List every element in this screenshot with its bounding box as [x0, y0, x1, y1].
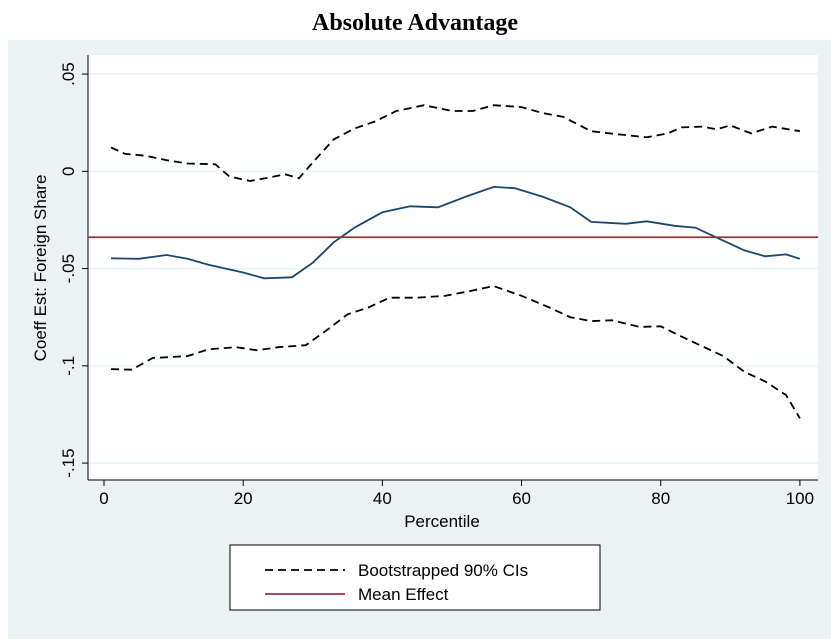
- x-tick-label: 100: [786, 489, 814, 508]
- x-tick-label: 0: [99, 489, 108, 508]
- legend-box: [229, 544, 601, 611]
- legend-label: Mean Effect: [358, 585, 449, 604]
- x-tick-label: 20: [234, 489, 253, 508]
- y-axis-label: Coeff Est: Foreign Share: [31, 175, 50, 362]
- x-tick-label: 60: [512, 489, 531, 508]
- chart-title: Absolute Advantage: [312, 10, 518, 36]
- y-tick-label: 0: [59, 167, 78, 176]
- x-axis-label: Percentile: [404, 512, 480, 531]
- plot-area: [88, 55, 818, 480]
- y-tick-label: -.05: [59, 254, 78, 283]
- y-tick-label: -.1: [59, 356, 78, 376]
- x-tick-label: 40: [373, 489, 392, 508]
- x-tick-label: 80: [651, 489, 670, 508]
- series-line: [110, 185, 801, 280]
- y-tick-label: -.15: [59, 448, 78, 477]
- legend-label: Bootstrapped 90% CIs: [358, 561, 528, 580]
- y-tick-label: .05: [59, 62, 78, 86]
